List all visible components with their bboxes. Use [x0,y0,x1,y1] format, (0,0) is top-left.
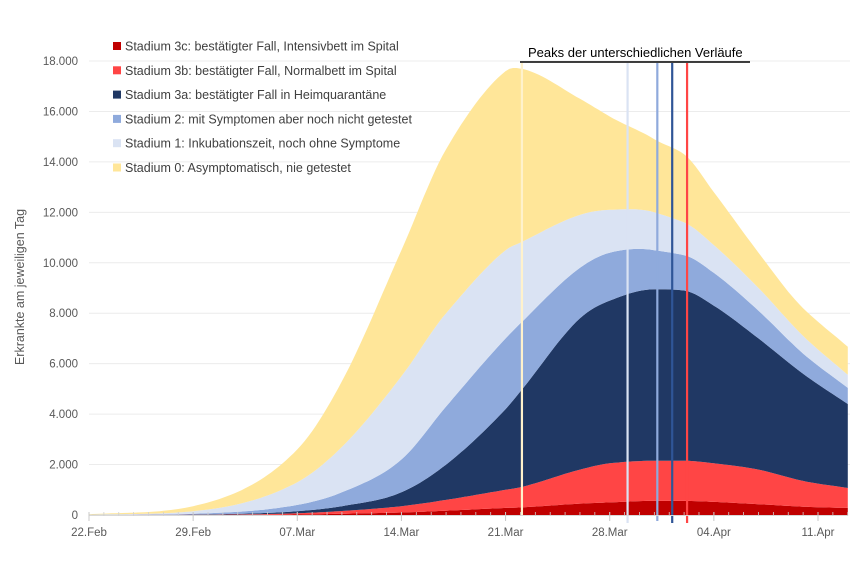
y-axis-title: Erkrankte am jeweiligen Tag [13,209,27,365]
y-tick-label: 10.000 [43,258,78,270]
x-tick-label: 22.Feb [71,527,107,539]
legend-item: Stadium 3b: bestätigter Fall, Normalbett… [113,64,397,78]
x-tick-label: 29.Feb [175,527,211,539]
area-series-4 [89,209,848,515]
legend-swatch [113,90,121,99]
legend-item: Stadium 1: Inkubationszeit, noch ohne Sy… [113,137,400,151]
x-tick-label: 21.Mar [488,527,524,539]
y-tick-label: 12.000 [43,207,78,219]
legend-swatch [113,42,121,50]
x-tick-label: 04.Apr [697,527,731,539]
legend-item: Stadium 2: mit Symptomen aber noch nicht… [113,112,412,126]
x-tick-label: 11.Apr [801,527,834,539]
legend-label: Stadium 3a: bestätigter Fall in Heimquar… [125,88,386,102]
peak-lines-group [520,63,689,523]
legend-item: Stadium 3c: bestätigter Fall, Intensivbe… [113,40,399,54]
legend-label: Stadium 2: mit Symptomen aber noch nicht… [125,112,412,126]
legend: Stadium 3c: bestätigter Fall, Intensivbe… [113,40,412,175]
x-tick-label: 28.Mar [592,527,628,539]
peaks-annotation: Peaks der unterschiedlichen Verläufe [520,45,750,63]
legend-label: Stadium 1: Inkubationszeit, noch ohne Sy… [125,137,400,151]
y-tick-label: 18.000 [43,56,78,68]
x-tick-label: 14.Mar [384,527,420,539]
legend-swatch [113,66,121,75]
y-tick-label: 14.000 [43,157,78,169]
legend-item: Stadium 0: Asymptomatisch, nie getestet [113,161,351,175]
legend-item: Stadium 3a: bestätigter Fall in Heimquar… [113,88,386,102]
y-tick-label: 2.000 [49,460,78,472]
x-axis: 22.Feb 29.Feb 07.Mar 14.Mar 21.Mar 28.Mar 04.A… [71,512,849,539]
area-series-group [89,68,848,515]
x-tick-label: 07.Mar [279,527,315,539]
y-tick-label: 4.000 [49,409,78,421]
legend-swatch [113,163,121,172]
y-axis: 0 2.000 4.000 6.000 8.000 10.000 12.000 14.000 1… [43,56,78,522]
y-tick-label: 0 [72,510,78,522]
legend-swatch [113,139,121,148]
peaks-annotation-label: Peaks der unterschiedlichen Verläufe [528,45,743,60]
y-tick-label: 8.000 [49,308,78,320]
legend-label: Stadium 0: Asymptomatisch, nie getestet [125,161,351,175]
y-tick-label: 6.000 [49,359,78,371]
area-series-3 [89,248,848,515]
legend-label: Stadium 3b: bestätigter Fall, Normalbett… [125,64,397,78]
legend-label: Stadium 3c: bestätigter Fall, Intensivbe… [125,40,399,54]
y-tick-label: 16.000 [43,106,78,118]
legend-swatch [113,114,121,123]
